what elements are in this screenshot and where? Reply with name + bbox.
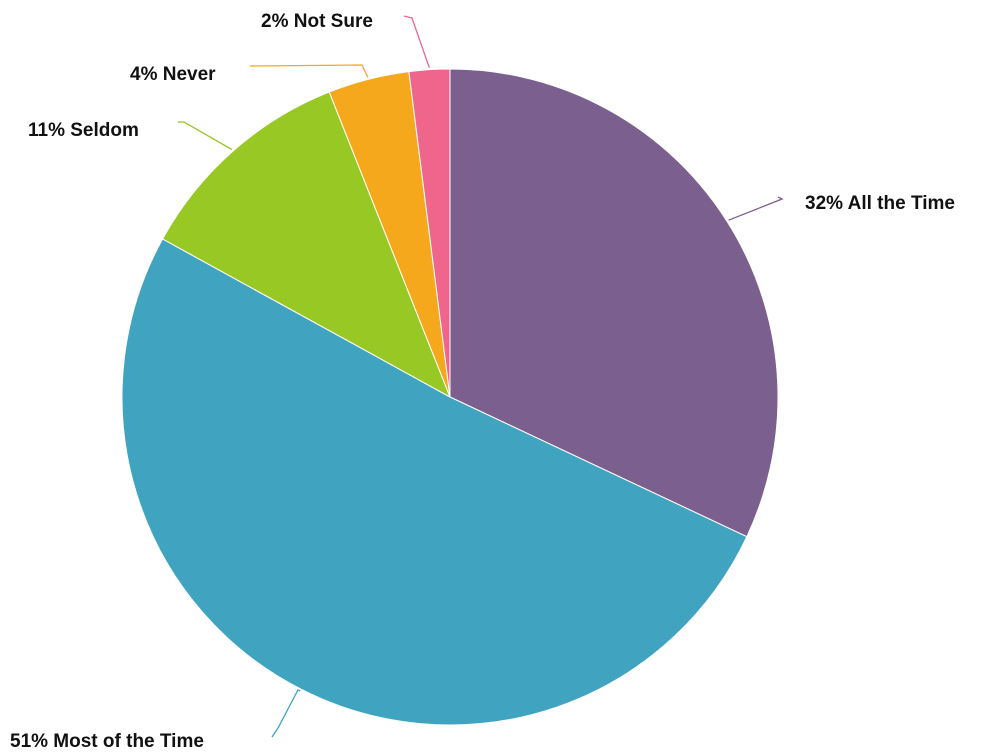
slice-seldom — [161, 91, 451, 399]
leader-all-the-time — [728, 196, 784, 221]
leader-never — [249, 64, 369, 78]
leader-most-of-the-time — [271, 689, 301, 738]
label-all-the-time: 32% All the Time — [805, 193, 955, 214]
leader-not-sure — [403, 15, 430, 68]
leader-seldom — [178, 121, 233, 151]
slice-all-the-time — [449, 68, 779, 538]
slice-most-of-the-time — [121, 238, 748, 726]
slice-labels: 32% All the Time 51% Most of the Time 11… — [10, 11, 955, 752]
label-seldom: 11% Seldom — [28, 120, 139, 141]
slice-not-sure — [408, 68, 451, 398]
pie-slices — [121, 68, 779, 726]
leader-lines — [178, 15, 784, 738]
label-most-of-the-time: 51% Most of the Time — [10, 731, 204, 752]
label-never: 4% Never — [130, 64, 216, 85]
label-not-sure: 2% Not Sure — [261, 11, 373, 32]
